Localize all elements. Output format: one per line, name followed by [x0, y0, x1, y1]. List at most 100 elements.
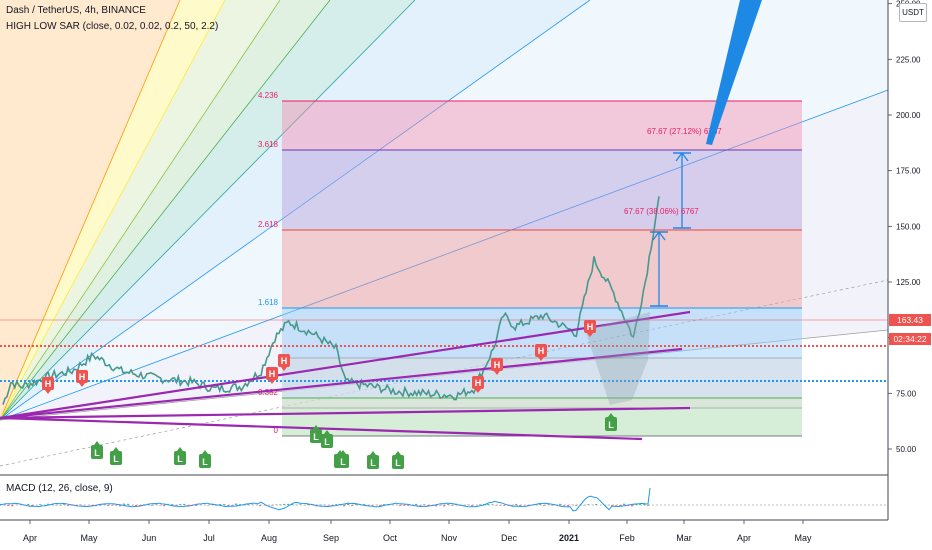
- sar-high-marker: [42, 377, 54, 390]
- fibonacci-extension: 0 0.382 1.618 2.618 3.618 4.236: [258, 91, 802, 437]
- sar-low-label: L: [313, 432, 319, 442]
- horizontal-lines: [0, 319, 888, 382]
- macd-line: [0, 487, 651, 512]
- sar-high-marker: [491, 358, 503, 371]
- fib-level-label: 2.618: [258, 220, 279, 229]
- sar-low-label: L: [177, 454, 183, 464]
- gann-line-0: [0, 0, 181, 421]
- sar-low-marker: [605, 417, 617, 431]
- sar-low-marker: [174, 451, 186, 465]
- sar-low-marker: [110, 451, 122, 465]
- time-tick-label: 2021: [559, 533, 579, 543]
- time-tick-label: Dec: [501, 533, 518, 543]
- sar-low-pointer: [324, 430, 330, 434]
- sar-high-pointer: [269, 380, 275, 384]
- sar-high-label: H: [587, 322, 594, 332]
- gann-line-5: [0, 0, 591, 421]
- sar-high-label: H: [45, 379, 52, 389]
- sar-high-pointer: [79, 383, 85, 387]
- sar-high-marker: [266, 367, 278, 380]
- current-price-badge: [889, 314, 931, 326]
- sar-low-marker: [310, 429, 322, 443]
- time-tick-label: Nov: [441, 533, 458, 543]
- fib-level-label: 3.618: [258, 140, 279, 149]
- sar-high-marker: [535, 344, 547, 357]
- time-tick-label: Jul: [203, 533, 215, 543]
- sar-low-label: L: [340, 457, 346, 467]
- fib-level-label: 4.236: [258, 91, 279, 100]
- sar-low-label: L: [608, 420, 614, 430]
- indicator-legend[interactable]: HIGH LOW SAR (close, 0.02, 0.02, 0.2, 50…: [6, 21, 219, 32]
- gann-line-1: [0, 0, 226, 421]
- time-tick-label: Apr: [23, 533, 37, 543]
- channel-line-2: [0, 406, 691, 420]
- sar-low-label: L: [324, 437, 330, 447]
- price-tick-label: 225.00: [896, 55, 921, 64]
- time-tick-label: Sep: [323, 533, 339, 543]
- sar-high-marker: [76, 370, 88, 383]
- curve-pattern: [585, 312, 650, 405]
- currency-badge[interactable]: USDT: [899, 3, 927, 22]
- price-tick-label: 75.00: [896, 389, 917, 398]
- sar-low-pointer: [202, 450, 208, 454]
- projection-arrow: [706, 0, 762, 145]
- sar-low-label: L: [113, 454, 119, 464]
- sar-low-pointer: [94, 441, 100, 445]
- measure-label-1: 67.67 (38.06%) 6767: [624, 207, 699, 216]
- sar-low-pointer: [113, 447, 119, 451]
- price-tick-label: 125.00: [896, 278, 921, 287]
- sar-high-pointer: [475, 389, 481, 393]
- countdown-label: 02:34:22: [893, 334, 926, 344]
- sar-low-marker: [321, 434, 333, 448]
- price-tick-label: 150.00: [896, 222, 921, 231]
- sar-high-label: H: [475, 378, 482, 388]
- sar-low-marker: [367, 455, 379, 469]
- measure-label-2: 67.67 (27.12%) 6767: [647, 127, 722, 136]
- channel-lines: [0, 310, 691, 441]
- time-tick-label: Oct: [383, 533, 398, 543]
- sar-high-marker: [472, 376, 484, 389]
- time-tick-label: Apr: [737, 533, 751, 543]
- fib-level-label: 0: [274, 426, 279, 435]
- sar-high-pointer: [538, 357, 544, 361]
- sar-high-pointer: [587, 333, 593, 337]
- price-line-down: [2, 196, 660, 405]
- price-series: [2, 196, 660, 405]
- fib-band-grey: [282, 358, 802, 408]
- gann-line-3: [0, 0, 331, 421]
- sar-high-label: H: [494, 360, 501, 370]
- sar-low-label: L: [370, 458, 376, 468]
- macd-legend[interactable]: MACD (12, 26, close, 9): [6, 483, 113, 494]
- channel-line-0: [0, 310, 691, 420]
- price-axis-bg: [888, 0, 932, 520]
- sar-low-pointer: [340, 450, 346, 454]
- sar-markers: HHHHHHHHLLLLLLLLLLL: [42, 320, 617, 469]
- sar-low-pointer: [313, 425, 319, 429]
- gann-line-6: [0, 89, 889, 421]
- channel-line-3: [0, 416, 643, 441]
- macd-pane: 0.00: [0, 474, 932, 512]
- sar-low-marker: [199, 454, 211, 468]
- price-tick-label: 50.00: [896, 445, 917, 454]
- sar-low-marker: [337, 454, 349, 468]
- time-axis[interactable]: Apr May Jun Jul Aug Sep Oct Nov Dec 2021 Feb Mar Apr…: [0, 519, 932, 550]
- countdown-badge: [889, 333, 931, 345]
- sar-low-pointer: [608, 413, 614, 417]
- fib-level-label: 1.618: [258, 298, 279, 307]
- sar-low-pointer: [177, 447, 183, 451]
- sar-high-pointer: [45, 390, 51, 394]
- sar-low-marker: [392, 455, 404, 469]
- fib-level-label: 0.382: [258, 388, 279, 397]
- time-axis-bg: [0, 520, 932, 550]
- time-tick-label: Jun: [142, 533, 157, 543]
- sar-high-marker: [584, 320, 596, 333]
- sar-low-pointer: [370, 451, 376, 455]
- measure-head: [675, 151, 689, 162]
- sar-high-pointer: [281, 367, 287, 371]
- sar-high-pointer: [494, 371, 500, 375]
- measure-arrows: 67.67 (38.06%) 6767 67.67 (27.12%) 6767: [624, 0, 762, 307]
- symbol-title[interactable]: Dash / TetherUS, 4h, BINANCE: [6, 5, 146, 16]
- price-axis[interactable]: 50.0075.00100.00125.00150.00175.00200.00…: [887, 0, 932, 520]
- gann-line-2: [0, 0, 281, 421]
